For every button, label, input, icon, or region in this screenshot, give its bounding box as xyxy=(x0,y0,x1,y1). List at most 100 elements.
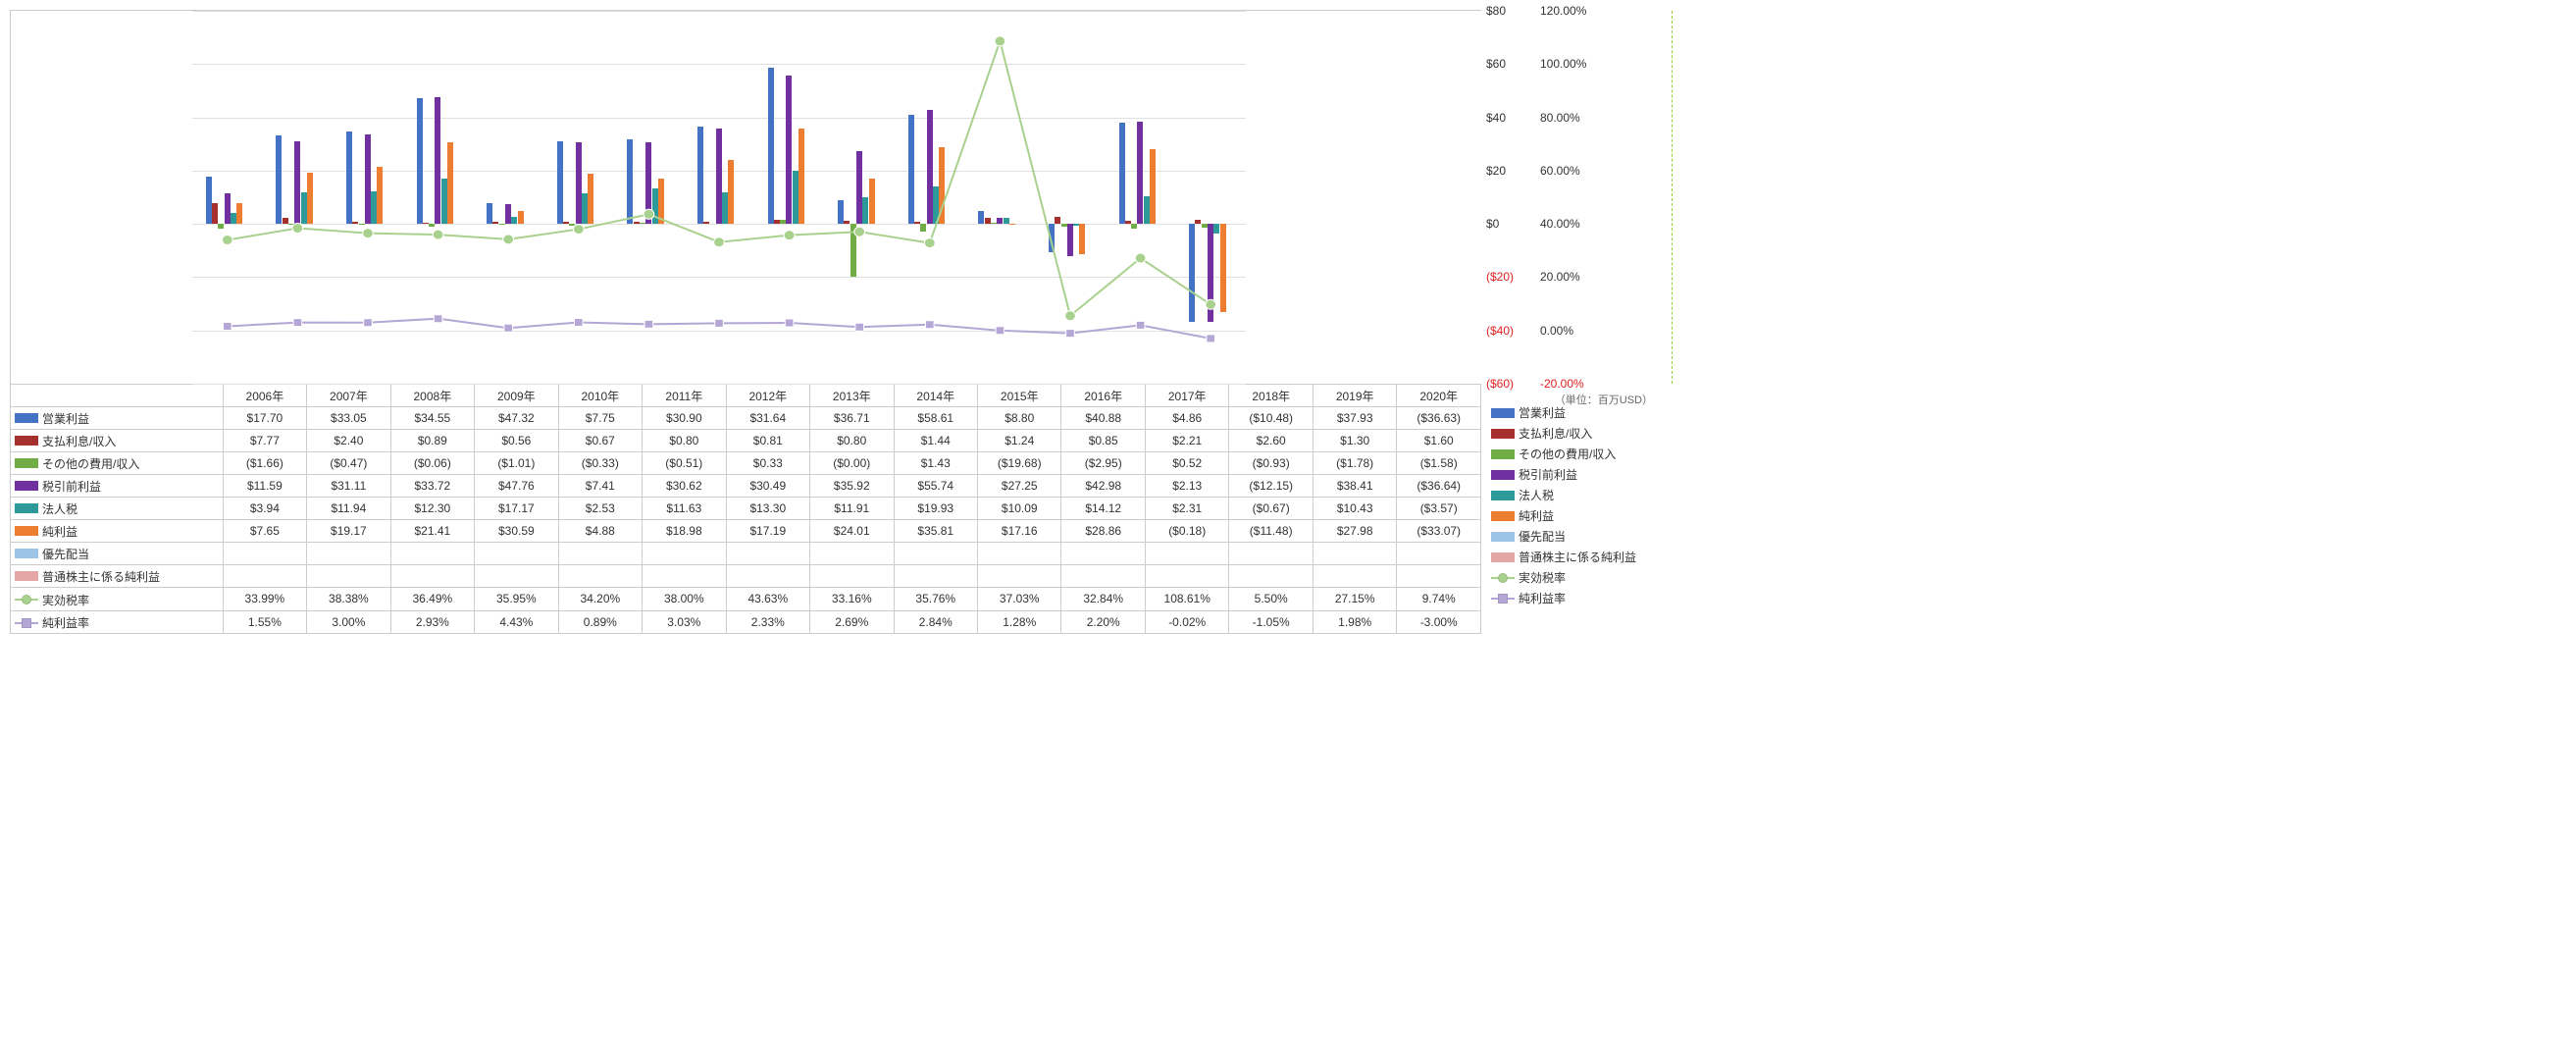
series-label: 純利益 xyxy=(42,523,77,540)
data-cell xyxy=(726,565,809,588)
y-right-tick: 80.00% xyxy=(1540,111,1580,125)
bar-op xyxy=(978,211,984,224)
bar-op xyxy=(206,177,212,224)
bar-other xyxy=(288,224,294,225)
data-cell: 33.16% xyxy=(810,588,894,611)
data-cell: $4.86 xyxy=(1145,407,1228,430)
data-cell: $30.49 xyxy=(726,475,809,498)
bar-op xyxy=(1119,123,1125,224)
data-cell xyxy=(726,543,809,565)
y-left-tick: $0 xyxy=(1486,217,1499,231)
bar-tax xyxy=(511,217,517,224)
data-cell: $33.05 xyxy=(307,407,390,430)
y-left-tick: $60 xyxy=(1486,57,1506,71)
data-cell xyxy=(1397,565,1481,588)
y-right-tick: 0.00% xyxy=(1540,324,1573,338)
table-row: その他の費用/収入($1.66)($0.47)($0.06)($1.01)($0… xyxy=(11,452,1481,475)
data-cell: $1.43 xyxy=(894,452,977,475)
year-header: 2009年 xyxy=(475,385,558,407)
year-header: 2017年 xyxy=(1145,385,1228,407)
bar-int xyxy=(914,222,920,224)
legend-swatch xyxy=(1491,511,1515,521)
legend-label: 優先配当 xyxy=(1519,528,1566,545)
table-header-row: 2006年2007年2008年2009年2010年2011年2012年2013年… xyxy=(11,385,1481,407)
data-cell: ($2.95) xyxy=(1061,452,1145,475)
bar-int xyxy=(1125,221,1131,225)
bar-other xyxy=(218,224,224,229)
bar-other xyxy=(569,224,575,225)
legend-label: 支払利息/収入 xyxy=(1519,425,1592,442)
legend-swatch xyxy=(1491,408,1515,418)
data-cell: 35.76% xyxy=(894,588,977,611)
data-cell: 1.55% xyxy=(223,610,306,634)
data-cell xyxy=(643,565,726,588)
legend-item: 実効税率 xyxy=(1491,567,1658,588)
legend-label: 法人税 xyxy=(1519,487,1554,503)
series-swatch xyxy=(15,526,38,536)
bar-tax xyxy=(1073,224,1079,226)
data-cell: -0.02% xyxy=(1145,610,1228,634)
data-cell: 2.84% xyxy=(894,610,977,634)
data-cell: $37.93 xyxy=(1313,407,1396,430)
y-right-tick: 40.00% xyxy=(1540,217,1580,231)
bar-other xyxy=(640,223,645,224)
legend-swatch xyxy=(1491,470,1515,480)
data-cell: 108.61% xyxy=(1145,588,1228,611)
bar-net xyxy=(939,147,945,224)
data-cell: $35.81 xyxy=(894,520,977,543)
data-cell: 43.63% xyxy=(726,588,809,611)
data-cell xyxy=(1145,565,1228,588)
data-cell: ($0.51) xyxy=(643,452,726,475)
y-right-tick: 120.00% xyxy=(1540,4,1586,18)
table-row: 純利益$7.65$19.17$21.41$30.59$4.88$18.98$17… xyxy=(11,520,1481,543)
bar-net xyxy=(236,203,242,224)
bar-pretax xyxy=(225,193,231,224)
data-cell xyxy=(1229,565,1313,588)
bar-pretax xyxy=(1208,224,1213,321)
data-cell: $13.30 xyxy=(726,498,809,520)
data-cell: $2.60 xyxy=(1229,430,1313,452)
data-cell xyxy=(390,543,474,565)
bar-op xyxy=(1049,224,1055,251)
series-swatch xyxy=(15,622,38,624)
data-cell: $24.01 xyxy=(810,520,894,543)
data-cell xyxy=(894,543,977,565)
year-header: 2019年 xyxy=(1313,385,1396,407)
y-left-tick: $40 xyxy=(1486,111,1506,125)
bar-int xyxy=(634,222,640,224)
bar-op xyxy=(276,135,282,224)
data-cell: $2.21 xyxy=(1145,430,1228,452)
legend-swatch xyxy=(1491,598,1515,600)
bar-net xyxy=(1150,149,1156,224)
bar-net xyxy=(518,211,524,224)
bar-tax xyxy=(1004,218,1009,224)
table-row: 支払利息/収入$7.77$2.40$0.89$0.56$0.67$0.80$0.… xyxy=(11,430,1481,452)
y-right-tick: 20.00% xyxy=(1540,270,1580,284)
bar-op xyxy=(417,98,423,224)
bar-int xyxy=(212,203,218,224)
y-right-tick: 100.00% xyxy=(1540,57,1586,71)
bar-op xyxy=(697,127,703,225)
data-cell: $1.44 xyxy=(894,430,977,452)
bar-pretax xyxy=(645,142,651,224)
data-cell xyxy=(558,565,642,588)
bar-pretax xyxy=(435,97,440,225)
legend-label: 純利益率 xyxy=(1519,590,1566,606)
data-cell: ($1.01) xyxy=(475,452,558,475)
bar-other xyxy=(429,224,435,227)
legend-swatch xyxy=(1491,577,1515,579)
data-cell xyxy=(475,543,558,565)
bar-net xyxy=(447,142,453,224)
legend-swatch xyxy=(1491,532,1515,542)
data-cell: $19.17 xyxy=(307,520,390,543)
chart-plot-area: $80$60$40$20$0($20)($40)($60) 120.00%100… xyxy=(10,10,1481,384)
data-cell: $1.24 xyxy=(978,430,1061,452)
data-cell: $11.59 xyxy=(223,475,306,498)
data-cell: $36.71 xyxy=(810,407,894,430)
data-cell: ($12.15) xyxy=(1229,475,1313,498)
data-cell: $28.86 xyxy=(1061,520,1145,543)
series-label: 純利益率 xyxy=(42,614,89,631)
data-cell: $21.41 xyxy=(390,520,474,543)
data-cell: $31.11 xyxy=(307,475,390,498)
table-row: 普通株主に係る純利益 xyxy=(11,565,1481,588)
